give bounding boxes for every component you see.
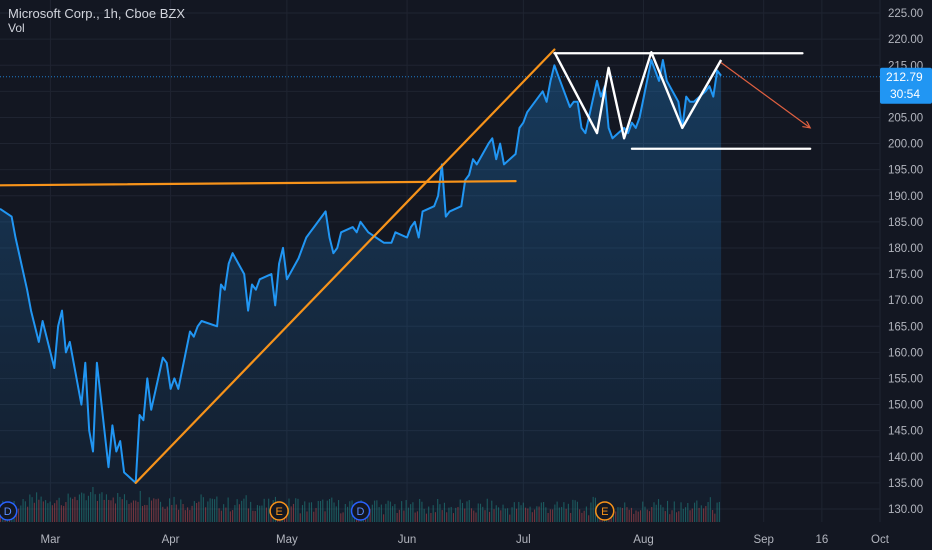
- symbol-title[interactable]: Microsoft Corp., 1h, Cboe BZX: [8, 6, 186, 21]
- x-tick-label: Mar: [40, 534, 60, 546]
- earnings-marker[interactable]: [595, 501, 615, 521]
- x-tick-label: 16: [815, 534, 828, 546]
- y-tick-label: 170.00: [888, 295, 923, 307]
- y-tick-label: 165.00: [888, 321, 923, 333]
- projection-arrow[interactable]: [720, 62, 810, 128]
- price-line[interactable]: [0, 59, 722, 484]
- x-tick-label: Oct: [871, 534, 890, 546]
- x-tick-label: Apr: [162, 534, 180, 546]
- y-tick-label: 205.00: [888, 112, 923, 124]
- y-tick-label: 180.00: [888, 243, 923, 255]
- dividend-marker[interactable]: [0, 501, 18, 521]
- price-line-layer: [0, 59, 880, 484]
- event-marker-label: E: [275, 506, 282, 518]
- x-tick-label: Sep: [753, 534, 773, 546]
- y-tick-label: 140.00: [888, 452, 923, 464]
- y-tick-label: 155.00: [888, 373, 923, 385]
- x-tick-label: May: [276, 534, 298, 546]
- y-tick-label: 135.00: [888, 478, 923, 490]
- current-price-value: 212.79: [886, 70, 923, 84]
- drawings-layer: [0, 48, 812, 484]
- event-marker-label: D: [4, 506, 12, 518]
- y-axis: 130.00 135.00 140.00 145.00 150.00 155.00 160.…: [888, 8, 923, 516]
- horizontal-resistance-trendline[interactable]: [0, 180, 517, 187]
- price-area-fill: [0, 60, 722, 522]
- y-tick-label: 200.00: [888, 139, 923, 151]
- earnings-marker[interactable]: [269, 501, 289, 521]
- volume-indicator-label[interactable]: Vol: [8, 21, 25, 35]
- y-tick-label: 130.00: [888, 504, 923, 516]
- event-marker-label: E: [601, 506, 608, 518]
- y-tick-label: 220.00: [888, 34, 923, 46]
- chart-header: Microsoft Corp., 1h, Cboe BZX Vol: [8, 6, 185, 36]
- price-area: [0, 60, 722, 522]
- price-badge: 212.79 30:54: [880, 67, 932, 104]
- y-tick-label: 150.00: [888, 400, 923, 412]
- zigzag-pattern[interactable]: [553, 51, 723, 140]
- x-tick-label: Aug: [633, 534, 653, 546]
- y-tick-label: 225.00: [888, 8, 923, 20]
- x-axis: Mar Apr May Jun Jul Aug Sep 16 Oct: [40, 534, 889, 546]
- event-marker-label: D: [357, 506, 365, 518]
- y-tick-label: 160.00: [888, 347, 923, 359]
- y-tick-label: 175.00: [888, 269, 923, 281]
- y-tick-label: 190.00: [888, 191, 923, 203]
- bar-countdown: 30:54: [890, 87, 920, 101]
- x-tick-label: Jul: [516, 534, 531, 546]
- x-tick-label: Jun: [398, 534, 417, 546]
- y-tick-label: 185.00: [888, 217, 923, 229]
- current-price-badge: [880, 67, 932, 104]
- y-tick-label: 145.00: [888, 426, 923, 438]
- rising-support-trendline[interactable]: [134, 48, 556, 484]
- dividend-marker[interactable]: [350, 501, 371, 521]
- y-tick-label: 195.00: [888, 165, 923, 177]
